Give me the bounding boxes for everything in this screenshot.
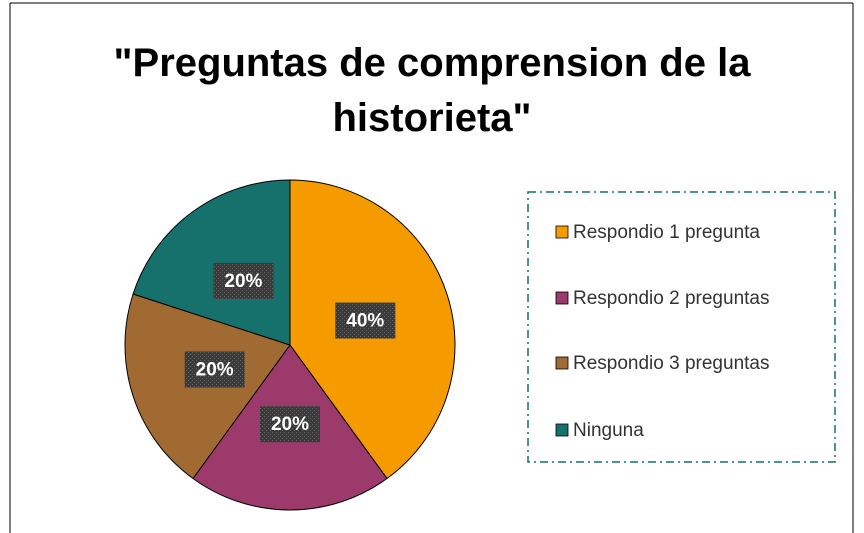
data-label: 20% [271,414,309,435]
pie-slice [132,179,291,346]
legend-swatch [555,423,569,437]
legend-swatch [555,291,569,305]
legend-swatch [555,225,569,239]
legend-label: Respondio 3 preguntas [573,353,769,374]
data-label-box [213,262,274,299]
data-label-box [335,302,396,339]
legend-label: Respondio 2 preguntas [573,288,769,309]
legend-label: Ninguna [573,420,644,441]
legend-label: Respondio 1 pregunta [573,222,760,243]
data-label-box [260,406,320,443]
chart-title: "Preguntas de comprension de la historie… [113,41,751,140]
data-label: 20% [196,359,234,380]
data-label: 40% [346,311,384,332]
data-label-box [184,351,245,388]
legend-swatch [555,356,569,370]
data-label: 20% [224,271,262,292]
